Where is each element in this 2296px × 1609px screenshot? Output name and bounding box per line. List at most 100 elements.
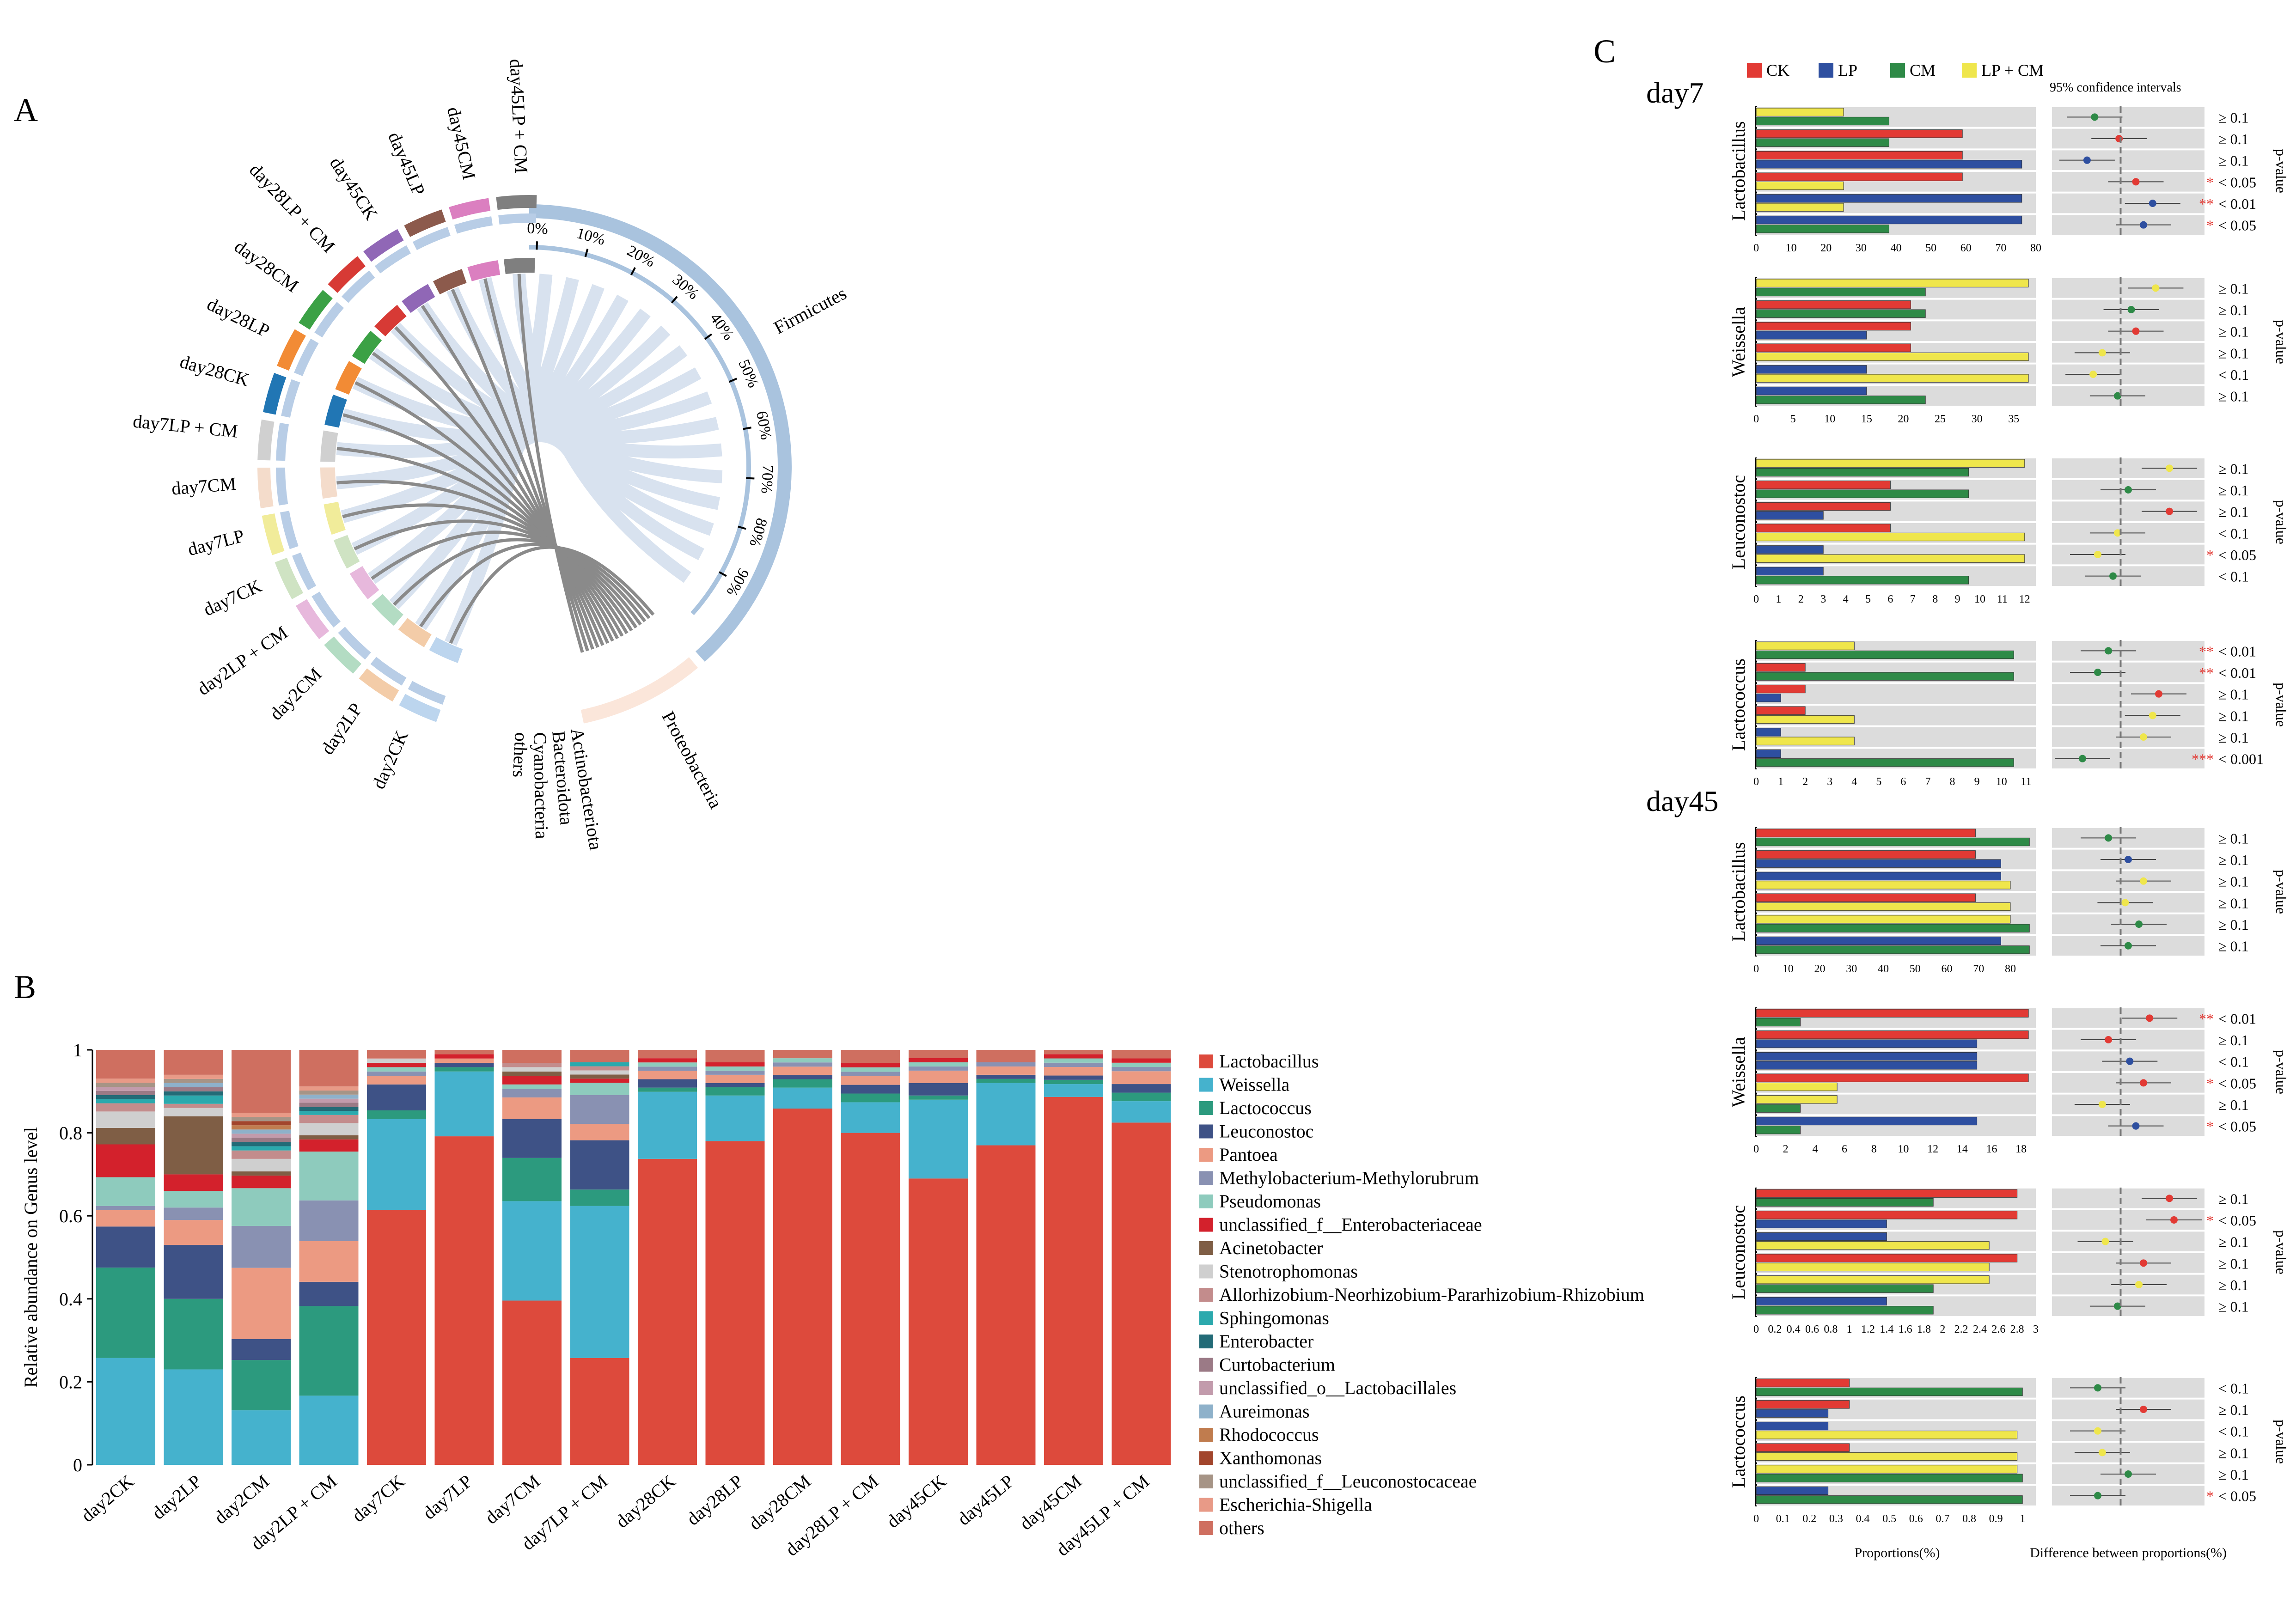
bar-segment: [502, 1119, 562, 1158]
proportion-bar: [1756, 468, 1969, 477]
x-tick-label: 60: [1960, 242, 1972, 254]
p-value: ≥ 0.1: [2218, 460, 2249, 477]
x-tick-label: day7CM: [481, 1470, 544, 1528]
p-value: ≥ 0.1: [2218, 109, 2249, 126]
percent-tick-mark: [743, 427, 751, 430]
bar-segment: [773, 1067, 832, 1075]
bar-segment: [434, 1136, 494, 1465]
bar-segment: [841, 1063, 900, 1067]
ribbon-line: [342, 413, 619, 640]
proportion-bar: [1756, 225, 1889, 233]
sample-inner-segment: [335, 361, 362, 395]
proportion-bar: [1756, 489, 1969, 498]
bar-segment: [570, 1140, 629, 1190]
percent-tick: 70%: [758, 464, 776, 494]
p-value: ≥ 0.1: [2218, 482, 2249, 499]
x-tick-label: 1.6: [1899, 1323, 1912, 1335]
legend-label: Sphingomonas: [1219, 1308, 1329, 1329]
legend-swatch: [1199, 1381, 1213, 1395]
sample-label: day45CM: [443, 105, 480, 182]
bar-segment: [502, 1067, 562, 1072]
bar-segment: [96, 1128, 155, 1145]
legend-swatch: [1199, 1428, 1213, 1442]
x-tick-label: 16: [1986, 1143, 1997, 1155]
bar-segment: [434, 1054, 494, 1059]
x-tick-label: 50: [1910, 963, 1921, 975]
ci-point: [2140, 1079, 2147, 1087]
sample-mid-segment: [338, 627, 371, 660]
proportion-bar: [1756, 1452, 2018, 1461]
x-tick-label: 4: [1851, 776, 1857, 788]
ci-point: [2166, 507, 2174, 515]
bar-segment: [164, 1245, 223, 1299]
legend-label: Rhodococcus: [1219, 1424, 1319, 1445]
proportion-bar: [1756, 215, 2022, 225]
proportion-bar: [1756, 386, 1867, 396]
x-tick-label: 20: [1898, 413, 1909, 425]
sample-mid-segment: [454, 216, 493, 234]
bar-segment: [232, 1134, 291, 1138]
legend-swatch: [1199, 1358, 1213, 1372]
x-tick-label: 5: [1790, 413, 1796, 425]
sample-label: day2LP: [317, 699, 366, 758]
proportion-bar: [1756, 1104, 1801, 1113]
proportion-bar: [1756, 872, 2001, 881]
bar-segment: [164, 1369, 223, 1465]
proportion-bar: [1756, 160, 2022, 169]
bar-segment: [367, 1119, 426, 1210]
ci-point: [2079, 755, 2086, 762]
bar-segment: [773, 1062, 832, 1067]
legend-swatch: [1747, 63, 1762, 78]
p-value: ≥ 0.1: [2218, 873, 2249, 890]
proportion-bar: [1756, 1443, 1850, 1452]
x-tick-label: 8: [1950, 776, 1955, 788]
x-tick-label: 1: [1776, 593, 1781, 605]
significance-stars: *: [2206, 547, 2214, 563]
bar-segment: [299, 1241, 359, 1282]
bar-segment: [1111, 1067, 1171, 1072]
x-tick-label: 0: [1753, 593, 1759, 605]
bar-segment: [570, 1066, 629, 1071]
bar-segment: [232, 1142, 291, 1146]
ribbon-line: [451, 288, 594, 650]
x-tick-label: 30: [1846, 963, 1857, 975]
bar-segment: [232, 1150, 291, 1159]
proportion-bar: [1756, 641, 1855, 650]
sample-inner-segment: [503, 258, 535, 274]
bar-segment: [773, 1087, 832, 1109]
bar-segment: [164, 1083, 223, 1087]
p-value: < 0.01: [2218, 195, 2256, 212]
proportion-bar: [1756, 524, 1891, 532]
x-tick-label: 3: [1820, 593, 1826, 605]
proportion-bar: [1756, 1284, 1934, 1293]
x-tick-label: 25: [1935, 413, 1946, 425]
ci-point: [2125, 856, 2132, 863]
legend-swatch: [1890, 63, 1905, 78]
bar-segment: [299, 1086, 359, 1091]
proportion-bar: [1756, 945, 2030, 954]
legend-swatch: [1819, 63, 1833, 78]
bar-segment: [570, 1095, 629, 1124]
bar-segment: [434, 1058, 494, 1063]
proportion-bar: [1756, 663, 1806, 672]
proportion-bar: [1756, 138, 1889, 147]
p-value: < 0.1: [2218, 1054, 2249, 1070]
x-tick-label: 6: [1900, 776, 1906, 788]
bar-segment: [299, 1111, 359, 1115]
ci-point: [2098, 1101, 2106, 1108]
ci-point: [2098, 1449, 2106, 1457]
ci-point: [2170, 1216, 2178, 1224]
bar-segment: [164, 1095, 223, 1104]
proportion-bar: [1756, 181, 1844, 190]
sample-mid-segment: [408, 681, 446, 705]
proportion-bar: [1756, 1211, 2018, 1219]
bar-segment: [705, 1083, 765, 1087]
legend-label: Curtobacterium: [1219, 1354, 1335, 1375]
ci-point: [2152, 284, 2160, 292]
proportion-bar: [1756, 1030, 2029, 1039]
ci-point: [2109, 572, 2117, 580]
sample-inner-segment: [398, 618, 432, 647]
x-tick-label: 3: [2033, 1323, 2039, 1335]
x-tick-label: 1.4: [1880, 1323, 1893, 1335]
x-tick-label: 0.2: [1802, 1513, 1816, 1525]
